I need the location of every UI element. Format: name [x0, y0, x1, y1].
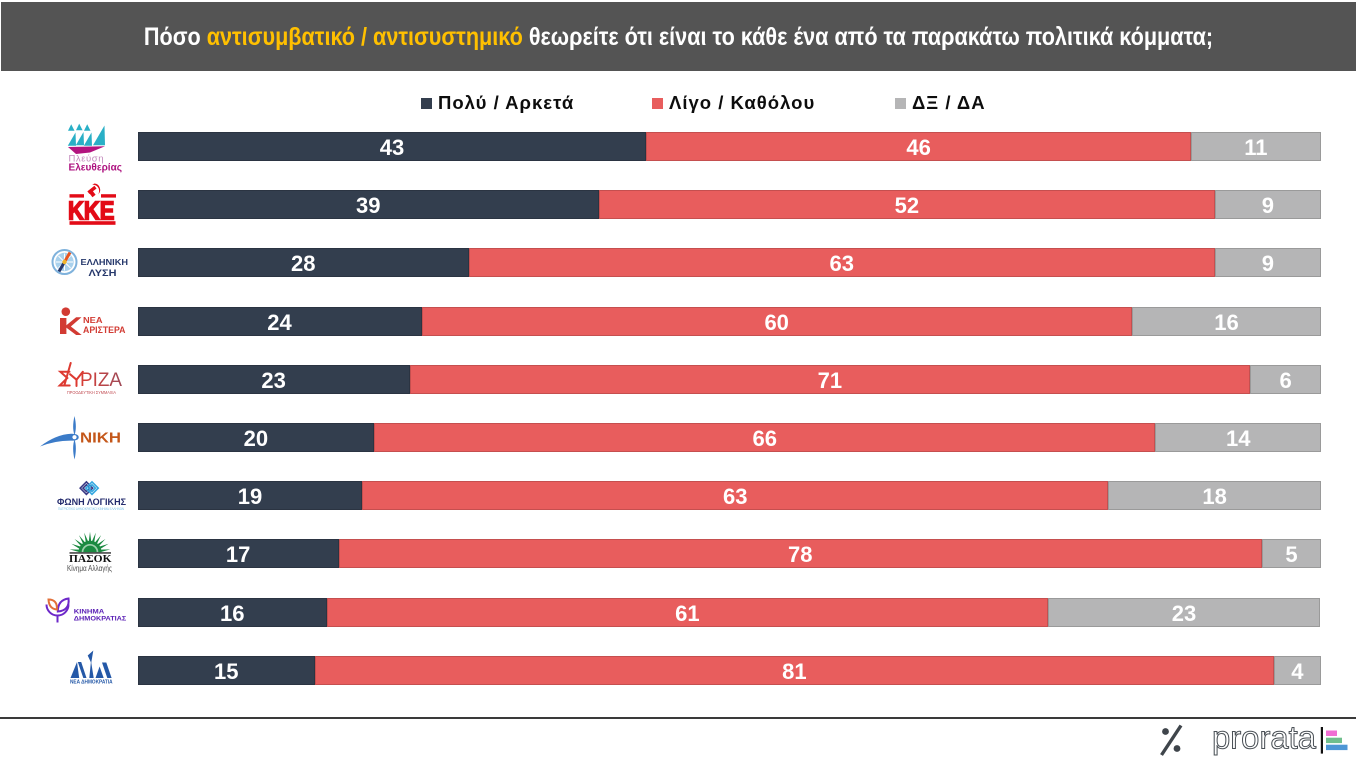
svg-text:ΑΡΙΣΤΕΡΑ: ΑΡΙΣΤΕΡΑ — [83, 325, 126, 335]
svg-text:ΛΥΣΗ: ΛΥΣΗ — [89, 268, 117, 278]
svg-text:ΦΩΝΗ ΛΟΓΙΚΗΣ: ΦΩΝΗ ΛΟΓΙΚΗΣ — [57, 497, 126, 508]
svg-text:ΝΕΑ: ΝΕΑ — [83, 316, 103, 325]
svg-text:ΚΙΝΗΜΑ: ΚΙΝΗΜΑ — [74, 609, 105, 616]
svg-text:ΠΑΣΟΚ: ΠΑΣΟΚ — [69, 553, 112, 565]
svg-text:ΔΗΜΟΚΡΑΤΙΑΣ: ΔΗΜΟΚΡΑΤΙΑΣ — [74, 615, 127, 622]
svg-text:Κίνημα Αλλαγής: Κίνημα Αλλαγής — [67, 564, 112, 573]
svg-text:ΡΙΖΑ: ΡΙΖΑ — [80, 370, 122, 391]
svg-text:ΕΛΛΗΝΙΚΗ: ΕΛΛΗΝΙΚΗ — [81, 258, 129, 267]
svg-text:ΝΙΚΗ: ΝΙΚΗ — [80, 430, 121, 447]
svg-text:ΠΑΤΡΙΩΤΙΚΟ ΔΗΜΟΚΡΑΤΙΚΟ ΚΙΝΗΜΑ: ΠΑΤΡΙΩΤΙΚΟ ΔΗΜΟΚΡΑΤΙΚΟ ΚΙΝΗΜΑ ΕΛΛΗΝΩΝ — [58, 507, 124, 511]
svg-text:prorata: prorata — [1212, 720, 1316, 756]
svg-text:Πλεύση: Πλεύση — [69, 154, 104, 165]
svg-text:ΠΡΟΟΔΕΥΤΙΚΗ ΣΥΜΜΑΧΙΑ: ΠΡΟΟΔΕΥΤΙΚΗ ΣΥΜΜΑΧΙΑ — [67, 390, 116, 395]
svg-text:Ελευθερίας: Ελευθερίας — [69, 163, 123, 174]
svg-text:ΝΕΑ ΔΗΜΟΚΡΑΤΙΑ: ΝΕΑ ΔΗΜΟΚΡΑΤΙΑ — [70, 680, 113, 686]
svg-text:ΚΚΕ: ΚΚΕ — [68, 196, 115, 226]
